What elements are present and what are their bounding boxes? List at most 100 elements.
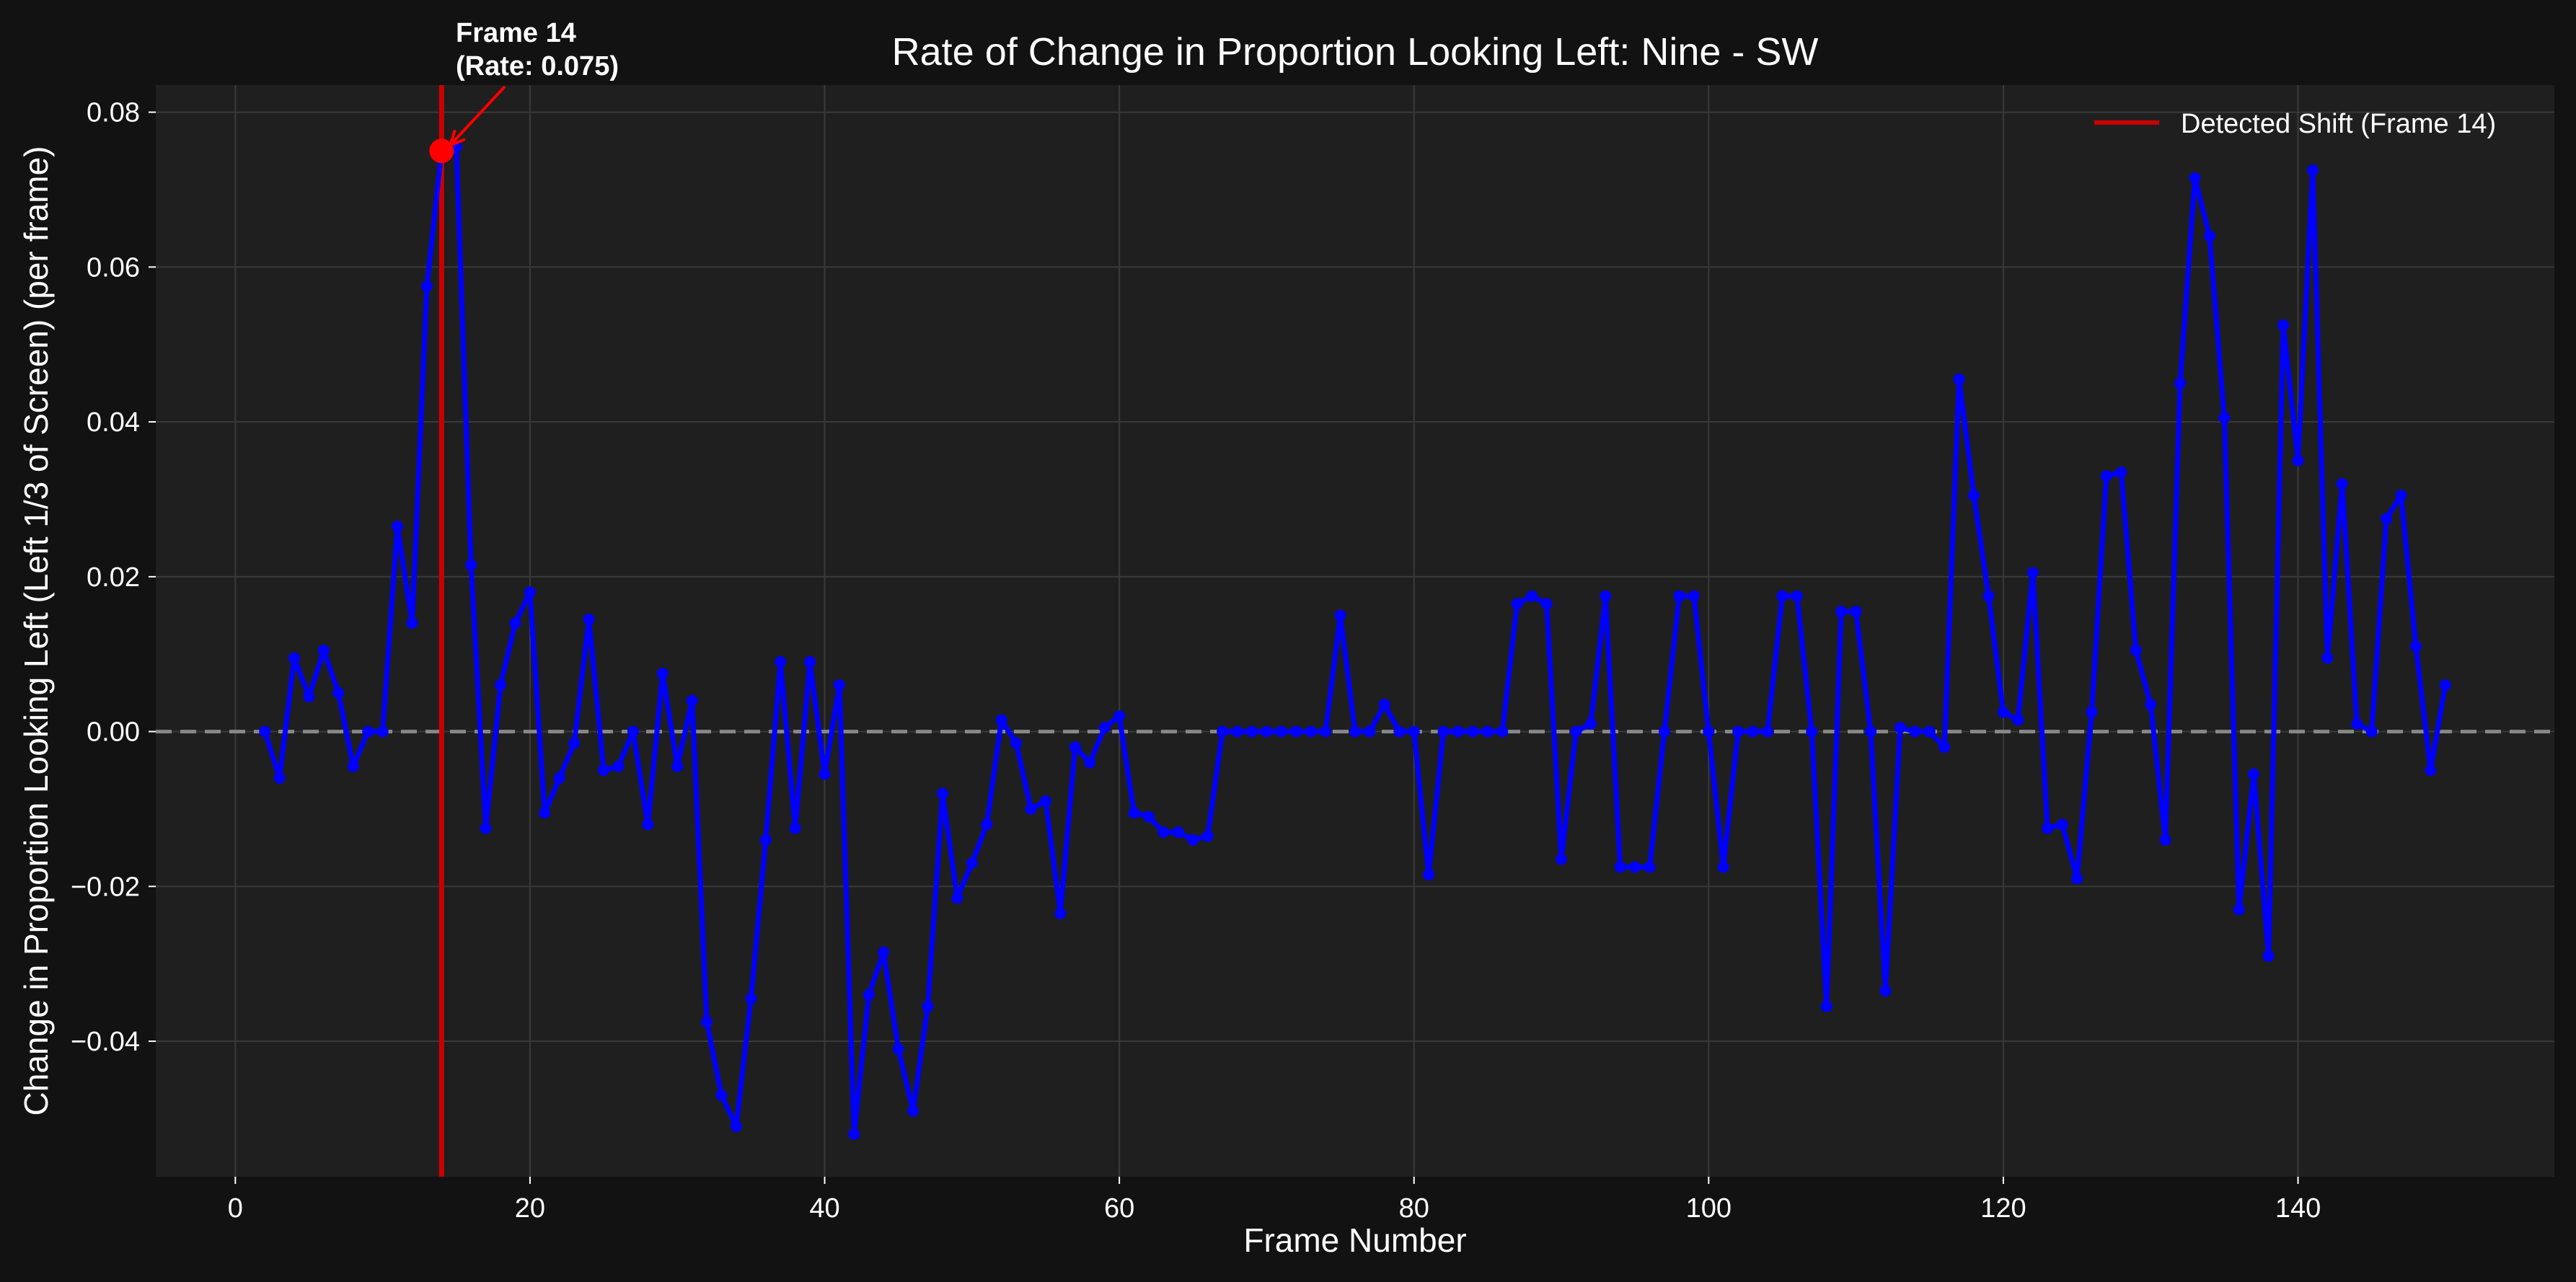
data-point: [1290, 725, 1302, 738]
data-point: [1098, 722, 1111, 734]
data-point: [819, 768, 831, 780]
data-point: [420, 280, 433, 293]
data-point: [612, 760, 625, 772]
data-point: [1997, 706, 2009, 718]
data-point: [1791, 590, 1803, 602]
y-axis-label: Change in Proportion Looking Left (Left …: [17, 146, 55, 1116]
data-point: [804, 655, 816, 668]
data-point: [259, 725, 271, 738]
data-point: [273, 772, 286, 784]
data-point: [2248, 768, 2260, 780]
data-point: [1393, 725, 1406, 738]
data-point: [1275, 725, 1287, 738]
data-point: [1614, 861, 1626, 873]
data-point: [553, 772, 565, 784]
data-point: [2262, 950, 2275, 962]
x-tick-label: 60: [1104, 1193, 1134, 1224]
data-point: [2439, 679, 2451, 691]
data-point: [745, 993, 757, 1005]
data-point: [1423, 869, 1435, 881]
legend-label: Detected Shift (Frame 14): [2181, 109, 2496, 139]
data-point: [1496, 725, 1509, 738]
data-point: [1084, 756, 1096, 769]
data-point: [1762, 725, 1774, 738]
data-point: [583, 613, 595, 625]
data-point: [686, 694, 698, 707]
data-point: [376, 725, 389, 738]
data-point: [2026, 567, 2039, 579]
data-point: [1953, 373, 1965, 386]
data-point: [730, 1120, 742, 1133]
data-point: [1584, 717, 1597, 730]
data-point: [2100, 470, 2112, 482]
y-tick-label: 0.04: [87, 407, 140, 438]
data-point: [1217, 725, 1229, 738]
data-point: [495, 679, 507, 691]
chart-title: Rate of Change in Proportion Looking Lef…: [892, 30, 1819, 74]
x-axis-label: Frame Number: [1243, 1221, 1466, 1259]
data-point: [966, 857, 978, 870]
data-point: [2233, 903, 2245, 916]
data-point: [1717, 861, 1729, 873]
data-point: [1600, 590, 1612, 602]
data-point: [922, 1000, 934, 1012]
data-point: [1850, 606, 1862, 618]
data-point: [1349, 725, 1361, 738]
data-point: [1865, 725, 1877, 738]
data-point: [317, 644, 330, 656]
data-point: [465, 559, 477, 571]
data-point: [2159, 834, 2171, 846]
x-tick-label: 80: [1399, 1193, 1429, 1224]
data-point: [2321, 652, 2334, 664]
data-point: [995, 714, 1007, 726]
annotation: Frame 14 (Rate: 0.075): [448, 18, 619, 148]
data-point: [1511, 598, 1523, 610]
highlight-layer: [429, 138, 454, 164]
data-point: [2056, 818, 2068, 831]
data-point: [2395, 490, 2407, 502]
data-point: [1806, 725, 1818, 738]
data-point: [1540, 598, 1553, 610]
data-point: [1172, 826, 1184, 839]
data-point: [1231, 725, 1243, 738]
data-point: [1879, 985, 1892, 997]
data-point: [332, 686, 345, 699]
annotation-arrowhead: [448, 129, 466, 148]
data-point: [2336, 477, 2348, 490]
data-point: [1039, 795, 1051, 808]
data-point: [2292, 454, 2304, 467]
data-point: [2218, 412, 2231, 424]
data-point: [1437, 725, 1450, 738]
series-layer: [259, 141, 2451, 1140]
data-point: [1157, 826, 1170, 839]
data-point: [1364, 725, 1376, 738]
data-point: [907, 1105, 919, 1117]
data-point: [1305, 725, 1317, 738]
data-point: [1452, 725, 1465, 738]
data-point: [981, 818, 993, 831]
ticks: 0 20 40 60 80 100 120 140 −0.04 −0.02 0.00 0.02 0.04…: [71, 98, 2321, 1224]
data-point: [715, 1089, 728, 1102]
data-point: [1982, 590, 1995, 602]
data-point: [2071, 872, 2083, 885]
data-point: [2012, 714, 2024, 726]
data-point: [1142, 810, 1155, 823]
data-point: [1481, 725, 1494, 738]
data-point: [1776, 590, 1788, 602]
data-point: [936, 787, 948, 800]
data-point: [1644, 861, 1656, 873]
data-point: [2365, 725, 2378, 738]
data-point: [1201, 830, 1214, 842]
data-point: [362, 725, 374, 738]
data-point: [2425, 764, 2437, 777]
data-point: [2145, 699, 2157, 711]
data-point: [2306, 164, 2319, 177]
data-point: [701, 1016, 713, 1028]
data-point: [848, 1128, 860, 1140]
data-point: [2381, 513, 2393, 525]
data-point: [1054, 907, 1067, 919]
x-tick-label: 140: [2275, 1193, 2321, 1224]
data-point: [1187, 834, 1199, 846]
data-point: [2174, 377, 2187, 389]
